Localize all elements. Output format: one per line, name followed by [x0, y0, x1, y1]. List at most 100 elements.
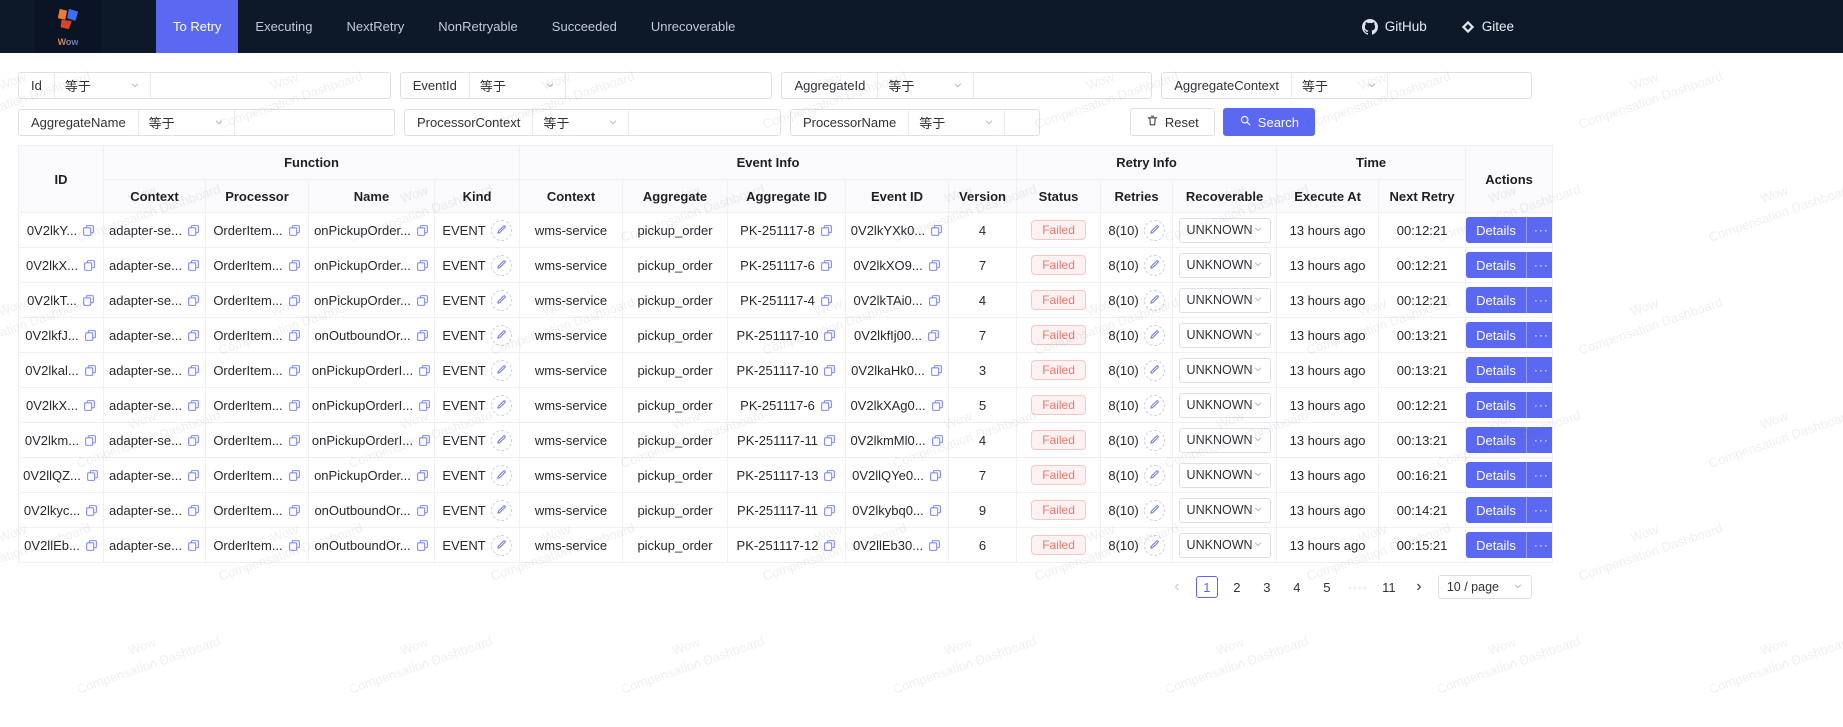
- details-button[interactable]: Details: [1476, 222, 1516, 238]
- recoverable-select[interactable]: UNKNOWN: [1178, 427, 1271, 453]
- recoverable-select[interactable]: UNKNOWN: [1178, 497, 1271, 523]
- copy-icon[interactable]: [928, 259, 941, 272]
- copy-icon[interactable]: [187, 294, 200, 307]
- filter-input-id[interactable]: [150, 73, 390, 98]
- recoverable-select[interactable]: UNKNOWN: [1178, 252, 1271, 278]
- edit-kind-button[interactable]: [490, 464, 512, 486]
- copy-icon[interactable]: [187, 504, 200, 517]
- copy-icon[interactable]: [416, 539, 429, 552]
- pagination-page-4[interactable]: 4: [1293, 579, 1301, 595]
- details-button[interactable]: Details: [1476, 327, 1516, 343]
- filter-operator-select-id[interactable]: 等于: [55, 73, 151, 98]
- more-actions-button[interactable]: ···: [1525, 357, 1552, 383]
- nav-tab-nonretryable[interactable]: NonRetryable: [438, 19, 518, 34]
- copy-icon[interactable]: [823, 469, 836, 482]
- edit-kind-button[interactable]: [490, 429, 512, 451]
- copy-icon[interactable]: [288, 224, 301, 237]
- copy-icon[interactable]: [187, 469, 200, 482]
- nav-tab-nextretry[interactable]: NextRetry: [346, 19, 405, 34]
- edit-retries-button[interactable]: [1143, 499, 1165, 521]
- edit-retries-button[interactable]: [1143, 429, 1165, 451]
- pagination-page-1[interactable]: 1: [1195, 576, 1218, 598]
- search-button[interactable]: Search: [1222, 108, 1315, 136]
- edit-kind-button[interactable]: [490, 289, 512, 311]
- copy-icon[interactable]: [823, 539, 836, 552]
- copy-icon[interactable]: [288, 539, 301, 552]
- pagination-page-2[interactable]: 2: [1233, 579, 1241, 595]
- edit-retries-button[interactable]: [1143, 324, 1165, 346]
- filter-operator-select-aggregateid[interactable]: 等于: [878, 73, 975, 98]
- recoverable-select[interactable]: UNKNOWN: [1178, 322, 1271, 348]
- copy-icon[interactable]: [288, 259, 301, 272]
- copy-icon[interactable]: [418, 434, 431, 447]
- recoverable-select[interactable]: UNKNOWN: [1178, 217, 1271, 243]
- copy-icon[interactable]: [823, 364, 836, 377]
- pagination-prev-button[interactable]: ‹: [1174, 578, 1180, 595]
- copy-icon[interactable]: [187, 224, 200, 237]
- pagination-page-11[interactable]: 11: [1382, 579, 1396, 595]
- copy-icon[interactable]: [416, 504, 429, 517]
- details-button[interactable]: Details: [1476, 537, 1516, 553]
- copy-icon[interactable]: [823, 329, 836, 342]
- edit-retries-button[interactable]: [1143, 394, 1165, 416]
- details-button[interactable]: Details: [1476, 362, 1516, 378]
- nav-tab-to-retry[interactable]: To Retry: [156, 0, 239, 53]
- more-actions-button[interactable]: ···: [1525, 322, 1552, 348]
- copy-icon[interactable]: [288, 329, 301, 342]
- edit-kind-button[interactable]: [490, 534, 512, 556]
- edit-kind-button[interactable]: [490, 394, 512, 416]
- copy-icon[interactable]: [84, 329, 97, 342]
- copy-icon[interactable]: [929, 469, 942, 482]
- copy-icon[interactable]: [928, 294, 941, 307]
- copy-icon[interactable]: [416, 329, 429, 342]
- recoverable-select[interactable]: UNKNOWN: [1178, 287, 1271, 313]
- copy-icon[interactable]: [85, 504, 98, 517]
- recoverable-select[interactable]: UNKNOWN: [1178, 392, 1271, 418]
- more-actions-button[interactable]: ···: [1525, 427, 1552, 453]
- gitee-link[interactable]: Gitee: [1461, 19, 1514, 34]
- app-logo[interactable]: Wow: [34, 0, 102, 53]
- copy-icon[interactable]: [288, 504, 301, 517]
- copy-icon[interactable]: [820, 294, 833, 307]
- more-actions-button[interactable]: ···: [1525, 497, 1552, 523]
- filter-input-eventid[interactable]: [565, 73, 772, 98]
- copy-icon[interactable]: [84, 434, 97, 447]
- details-button[interactable]: Details: [1476, 397, 1516, 413]
- page-size-select[interactable]: 10 / page: [1437, 575, 1532, 599]
- filter-input-aggregatecontext[interactable]: [1388, 73, 1531, 98]
- edit-retries-button[interactable]: [1143, 534, 1165, 556]
- copy-icon[interactable]: [931, 434, 944, 447]
- more-actions-button[interactable]: ···: [1525, 217, 1552, 243]
- edit-retries-button[interactable]: [1143, 464, 1165, 486]
- reset-button[interactable]: Reset: [1129, 108, 1215, 136]
- copy-icon[interactable]: [820, 399, 833, 412]
- more-actions-button[interactable]: ···: [1525, 462, 1552, 488]
- pagination-next-button[interactable]: ›: [1416, 578, 1422, 595]
- copy-icon[interactable]: [823, 504, 836, 517]
- filter-operator-select-aggregatecontext[interactable]: 等于: [1292, 73, 1389, 98]
- more-actions-button[interactable]: ···: [1525, 252, 1552, 278]
- filter-input-aggregateid[interactable]: [974, 73, 1152, 98]
- edit-retries-button[interactable]: [1143, 254, 1165, 276]
- filter-operator-select-eventid[interactable]: 等于: [470, 73, 566, 98]
- copy-icon[interactable]: [83, 259, 96, 272]
- filter-operator-select-processorcontext[interactable]: 等于: [533, 109, 630, 135]
- edit-retries-button[interactable]: [1143, 359, 1165, 381]
- copy-icon[interactable]: [418, 399, 431, 412]
- copy-icon[interactable]: [288, 434, 301, 447]
- recoverable-select[interactable]: UNKNOWN: [1178, 462, 1271, 488]
- copy-icon[interactable]: [930, 364, 943, 377]
- filter-input-aggregatename[interactable]: [234, 109, 394, 135]
- copy-icon[interactable]: [416, 469, 429, 482]
- copy-icon[interactable]: [82, 294, 95, 307]
- edit-kind-button[interactable]: [490, 254, 512, 276]
- copy-icon[interactable]: [416, 224, 429, 237]
- more-actions-button[interactable]: ···: [1525, 532, 1552, 558]
- copy-icon[interactable]: [187, 259, 200, 272]
- copy-icon[interactable]: [288, 469, 301, 482]
- nav-tab-unrecoverable[interactable]: Unrecoverable: [650, 19, 736, 34]
- copy-icon[interactable]: [288, 399, 301, 412]
- copy-icon[interactable]: [929, 504, 942, 517]
- copy-icon[interactable]: [187, 329, 200, 342]
- copy-icon[interactable]: [820, 224, 833, 237]
